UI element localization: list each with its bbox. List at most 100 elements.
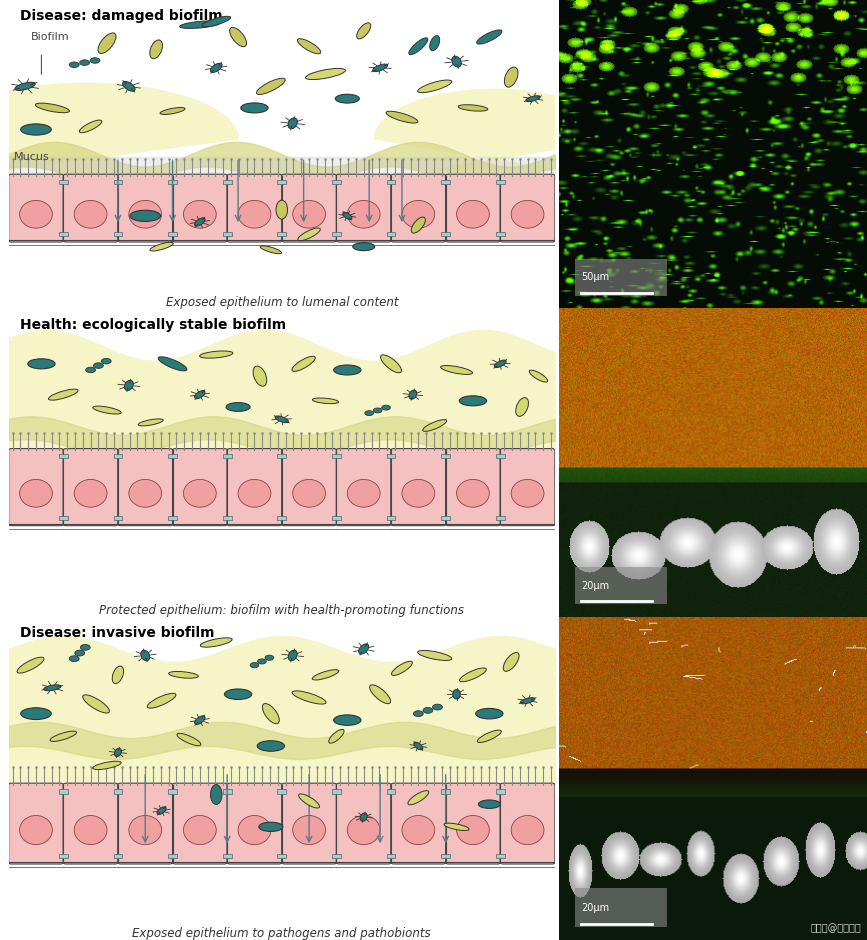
Ellipse shape [418,650,452,661]
Circle shape [374,408,382,413]
Ellipse shape [516,398,529,416]
Ellipse shape [21,124,51,135]
Ellipse shape [28,359,55,368]
Ellipse shape [225,689,251,699]
Bar [332,454,341,459]
Ellipse shape [238,479,271,508]
Ellipse shape [20,816,52,845]
Ellipse shape [402,479,434,508]
Text: Protected epithelium: biofilm with health-promoting functions: Protected epithelium: biofilm with healt… [100,604,464,618]
Bar [332,516,341,520]
Ellipse shape [512,816,544,845]
Ellipse shape [169,671,199,678]
Bar [168,232,177,237]
FancyBboxPatch shape [575,568,667,604]
Circle shape [101,358,111,364]
FancyBboxPatch shape [575,259,667,296]
Ellipse shape [444,823,469,831]
Ellipse shape [430,36,440,51]
Bar [387,516,395,520]
Ellipse shape [93,761,121,770]
Ellipse shape [512,200,544,228]
Bar [223,854,231,858]
Ellipse shape [452,56,461,67]
Bar [114,789,122,793]
Text: Disease: damaged biofilm: Disease: damaged biofilm [20,9,222,24]
Bar [496,454,505,459]
FancyBboxPatch shape [9,783,63,864]
Ellipse shape [257,741,284,751]
Bar [277,854,286,858]
Ellipse shape [138,419,163,426]
Bar [114,516,122,520]
Ellipse shape [348,200,380,228]
FancyBboxPatch shape [282,174,336,242]
Ellipse shape [230,27,246,47]
Bar [441,454,450,459]
Ellipse shape [457,816,489,845]
Ellipse shape [275,415,289,423]
Ellipse shape [211,63,222,72]
Ellipse shape [238,200,271,228]
Ellipse shape [457,479,489,508]
Ellipse shape [369,685,390,704]
Ellipse shape [122,82,135,91]
Ellipse shape [260,245,282,254]
Ellipse shape [50,731,76,742]
FancyBboxPatch shape [446,174,500,242]
Bar [277,232,286,237]
Circle shape [265,655,274,660]
Bar [223,454,231,459]
Bar [496,180,505,184]
Ellipse shape [43,685,61,691]
Ellipse shape [241,102,268,113]
FancyBboxPatch shape [282,448,336,525]
Ellipse shape [460,396,486,406]
Polygon shape [375,89,615,169]
Ellipse shape [36,103,69,113]
Bar [332,232,341,237]
Ellipse shape [158,357,187,371]
Text: Health: ecologically stable biofilm: Health: ecologically stable biofilm [20,318,286,332]
Ellipse shape [17,657,44,673]
Ellipse shape [476,709,503,719]
Bar [168,454,177,459]
Ellipse shape [259,822,283,832]
Text: Exposed epithelium to pathogens and pathobionts: Exposed epithelium to pathogens and path… [133,927,431,940]
Ellipse shape [194,715,205,725]
Bar [59,854,68,858]
Ellipse shape [520,697,535,704]
Ellipse shape [477,30,502,44]
FancyBboxPatch shape [63,174,118,242]
Bar [114,232,122,237]
Ellipse shape [373,64,388,71]
FancyBboxPatch shape [282,783,336,864]
Ellipse shape [342,212,352,219]
Ellipse shape [75,479,107,508]
Bar [387,180,395,184]
Text: 50μm: 50μm [581,273,609,283]
Bar [441,180,450,184]
Bar [332,854,341,858]
Ellipse shape [124,381,134,390]
FancyBboxPatch shape [9,448,63,525]
Ellipse shape [130,211,160,222]
FancyBboxPatch shape [336,174,391,242]
Ellipse shape [177,733,201,745]
Ellipse shape [423,419,447,431]
Text: Mucus: Mucus [14,152,50,163]
Ellipse shape [150,243,173,251]
Ellipse shape [402,200,434,228]
Ellipse shape [334,714,361,726]
Bar [59,516,68,520]
Bar [387,854,395,858]
Text: 搜狐号@谷禾健康: 搜狐号@谷禾健康 [810,923,861,933]
Ellipse shape [402,816,434,845]
Ellipse shape [80,120,101,133]
Bar [59,454,68,459]
FancyBboxPatch shape [336,448,391,525]
FancyBboxPatch shape [173,174,227,242]
Ellipse shape [129,200,161,228]
Ellipse shape [253,366,267,386]
Circle shape [81,645,90,650]
